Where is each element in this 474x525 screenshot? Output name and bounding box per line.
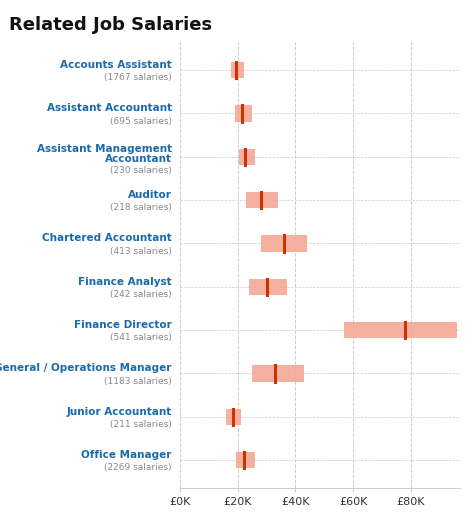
- Text: Finance Director: Finance Director: [74, 320, 172, 330]
- Bar: [226, 408, 241, 425]
- Text: Auditor: Auditor: [128, 190, 172, 200]
- Text: (211 salaries): (211 salaries): [110, 420, 172, 429]
- Text: Junior Accountant: Junior Accountant: [66, 406, 172, 416]
- Bar: [246, 192, 278, 208]
- Bar: [252, 365, 304, 382]
- Text: (242 salaries): (242 salaries): [110, 290, 172, 299]
- Bar: [345, 322, 457, 338]
- Text: (1767 salaries): (1767 salaries): [104, 74, 172, 82]
- Text: (413 salaries): (413 salaries): [110, 247, 172, 256]
- Text: Assistant Management: Assistant Management: [36, 144, 172, 154]
- Bar: [237, 452, 255, 468]
- Text: (218 salaries): (218 salaries): [110, 203, 172, 213]
- Text: (230 salaries): (230 salaries): [110, 166, 172, 175]
- Text: General / Operations Manager: General / Operations Manager: [0, 363, 172, 373]
- Bar: [239, 149, 255, 165]
- Bar: [230, 62, 244, 78]
- Text: Accountant: Accountant: [105, 154, 172, 164]
- Text: (1183 salaries): (1183 salaries): [104, 377, 172, 386]
- Bar: [249, 279, 287, 295]
- Text: (541 salaries): (541 salaries): [110, 333, 172, 342]
- Bar: [261, 235, 307, 251]
- Text: Accounts Assistant: Accounts Assistant: [60, 60, 172, 70]
- Text: Finance Analyst: Finance Analyst: [78, 277, 172, 287]
- Text: (2269 salaries): (2269 salaries): [104, 464, 172, 472]
- Text: Office Manager: Office Manager: [82, 450, 172, 460]
- Text: Assistant Accountant: Assistant Accountant: [46, 103, 172, 113]
- Text: Chartered Accountant: Chartered Accountant: [42, 233, 172, 243]
- Bar: [235, 105, 252, 122]
- Text: Related Job Salaries: Related Job Salaries: [9, 16, 213, 34]
- Text: (695 salaries): (695 salaries): [109, 117, 172, 126]
